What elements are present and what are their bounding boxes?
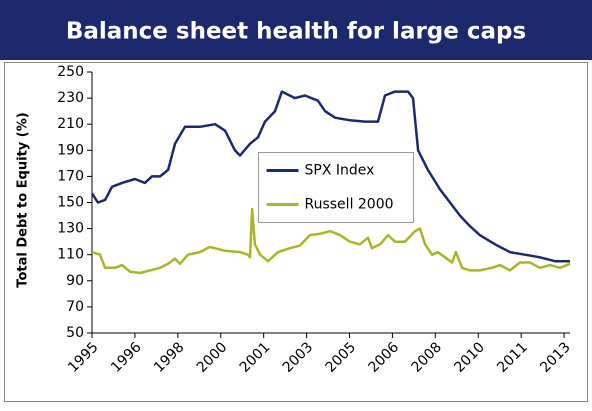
legend-label: SPX Index — [305, 163, 375, 179]
y-axis-label: Total Debt to Equity (%) — [16, 112, 31, 287]
legend-label: Russell 2000 — [305, 197, 394, 213]
y-tick-label: 70 — [66, 299, 84, 315]
legend-box — [258, 152, 414, 223]
y-tick-label: 170 — [57, 168, 84, 184]
y-tick-label: 150 — [57, 195, 84, 211]
y-tick-label: 90 — [66, 273, 84, 289]
y-tick-label: 210 — [57, 116, 84, 132]
chart-frame — [4, 62, 588, 402]
y-tick-label: 250 — [57, 64, 84, 80]
title-bar — [0, 0, 592, 60]
y-tick-label: 110 — [57, 247, 84, 263]
y-tick-label: 50 — [66, 325, 84, 341]
series-line — [91, 207, 571, 275]
y-tick-label: 130 — [57, 221, 84, 237]
y-tick-label: 230 — [57, 90, 84, 106]
chart-title: Balance sheet health for large caps — [66, 19, 526, 45]
series-line — [90, 90, 570, 263]
y-tick-label: 190 — [57, 142, 84, 158]
